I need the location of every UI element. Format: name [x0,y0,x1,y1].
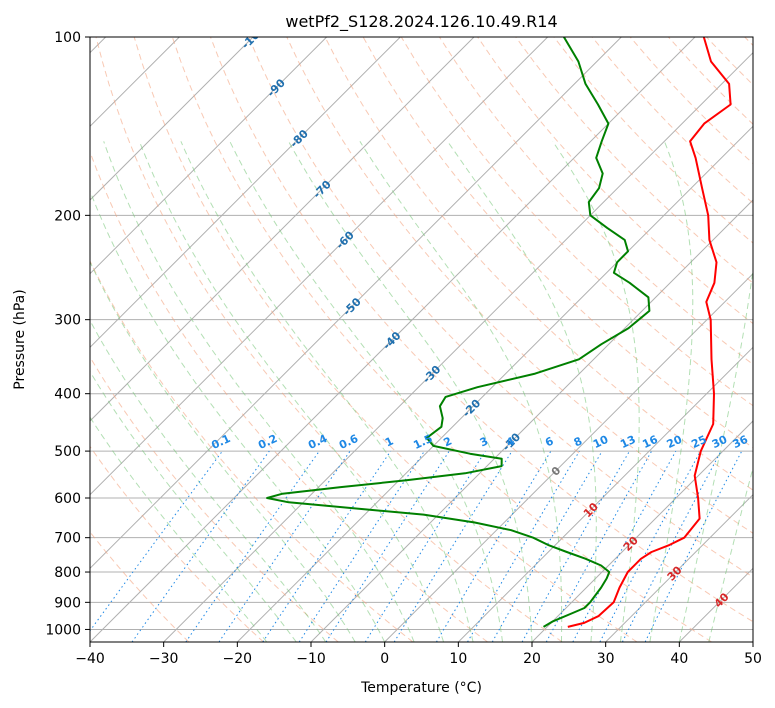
mixing-ratio-line [218,450,351,642]
dry-adiabat-line [90,259,414,642]
dry-adiabat-line [515,37,753,284]
dry-adiabat-line [210,37,753,623]
x-tick-label: 50 [744,651,762,667]
x-tick-label: −10 [296,651,326,667]
isotherm-line [90,37,622,570]
moist-adiabat-line [180,141,474,642]
isotherm-line [90,37,328,275]
plot-frame [89,36,754,643]
mixing-ratio-line [572,450,677,642]
grid-layer [90,37,753,630]
x-tick-label: −30 [149,651,179,667]
isotherm-line [90,37,475,422]
moist-adiabat-line [552,141,640,642]
dry-adiabat-line [286,37,753,534]
moist-adiabat-line [447,141,597,642]
x-tick-label: 0 [380,651,389,667]
chart-title: wetPf2_S128.2024.126.10.49.R14 [285,12,557,32]
isotherm-line [90,37,696,642]
y-tick-label: 700 [54,531,81,547]
mixing-ratio-label-layer: 0.1 0.2 0.4 0.6 1 1.5 2 3 4 6 8 10 13 16 20 25 30 36 [209,432,750,452]
y-tick-label: 600 [54,491,81,507]
mixing-ratio-line [435,450,552,642]
mixing-ratio-label: 20 [665,433,685,451]
series-layer [266,37,732,628]
temperature-profile [567,37,732,628]
moist-adiabat-line [359,141,563,642]
mixing-ratio-line [393,450,513,642]
y-tick-label: 500 [54,444,81,460]
dewpoint-profile [266,37,651,628]
isotherm-line [531,420,753,642]
isotherm-line [90,37,549,496]
y-tick-label: 200 [54,208,81,224]
x-tick-label: 30 [597,651,615,667]
mixing-ratio-line [599,450,701,642]
y-tick-label: 900 [54,595,81,611]
y-tick-label: 300 [54,313,81,329]
x-axis-label: Temperature (°C) [360,680,482,696]
isotherm-line [90,37,401,349]
y-tick-label: 100 [54,30,81,46]
x-tick-label: −40 [75,651,105,667]
mixing-ratio-line [185,450,320,642]
y-tick-label: 800 [54,565,81,581]
x-tick-label: 40 [670,651,688,667]
x-axis: −40 −30 −20 −10 0 10 20 30 40 50 [75,642,762,667]
moist-adiabat-line [288,141,533,642]
x-tick-label: 20 [523,651,541,667]
moist-adiabat-line [138,141,445,642]
isotherm-line [384,272,753,642]
mixing-ratio-layer [90,450,743,642]
mixing-ratio-label: 36 [731,433,751,451]
y-tick-label: 400 [54,387,81,403]
isotherm-line [163,51,753,642]
mixing-ratio-line [467,450,580,642]
mixing-ratio-label: 10 [591,433,611,451]
dry-adiabat-line [171,37,712,642]
mixing-ratio-line [298,450,425,642]
moist-adiabat-line [229,141,503,642]
mixing-ratio-line [364,450,486,642]
moist-adiabat-line [90,319,327,642]
mixing-ratio-label: 30 [710,433,730,451]
y-axis-label: Pressure (hPa) [12,289,28,389]
moist-adiabat-line [90,370,297,642]
mixing-ratio-line [325,450,450,642]
dry-adiabat-line [90,445,264,642]
isotherm-line [236,125,753,642]
x-tick-label: −20 [223,651,253,667]
moist-adiabat-line [90,416,268,642]
x-tick-label: 10 [449,651,467,667]
mixing-ratio-label: 16 [640,433,660,451]
moist-adiabat-line [90,260,356,642]
y-axis: 100 200 300 400 500 600 700 800 900 1000 [45,30,90,638]
moist-adiabat-line [90,189,386,642]
isotherm-line [605,493,753,642]
dry-adiabat-line [95,37,563,642]
dry-adiabat-line [248,37,753,578]
dry-adiabat-line [133,37,638,642]
isotherm-line [90,37,254,201]
isotherm-layer [90,37,753,642]
mixing-ratio-label: 13 [618,433,637,451]
moist-adiabat-line [103,141,415,642]
moist-adiabat-line [678,265,753,642]
y-tick-label: 1000 [45,622,81,638]
mixing-ratio-line [262,450,392,642]
mixing-ratio-label: 25 [689,433,708,451]
moist-adiabat-line [649,141,694,642]
moist-adiabat-line [708,466,753,642]
moist-adiabat-layer [90,141,753,642]
